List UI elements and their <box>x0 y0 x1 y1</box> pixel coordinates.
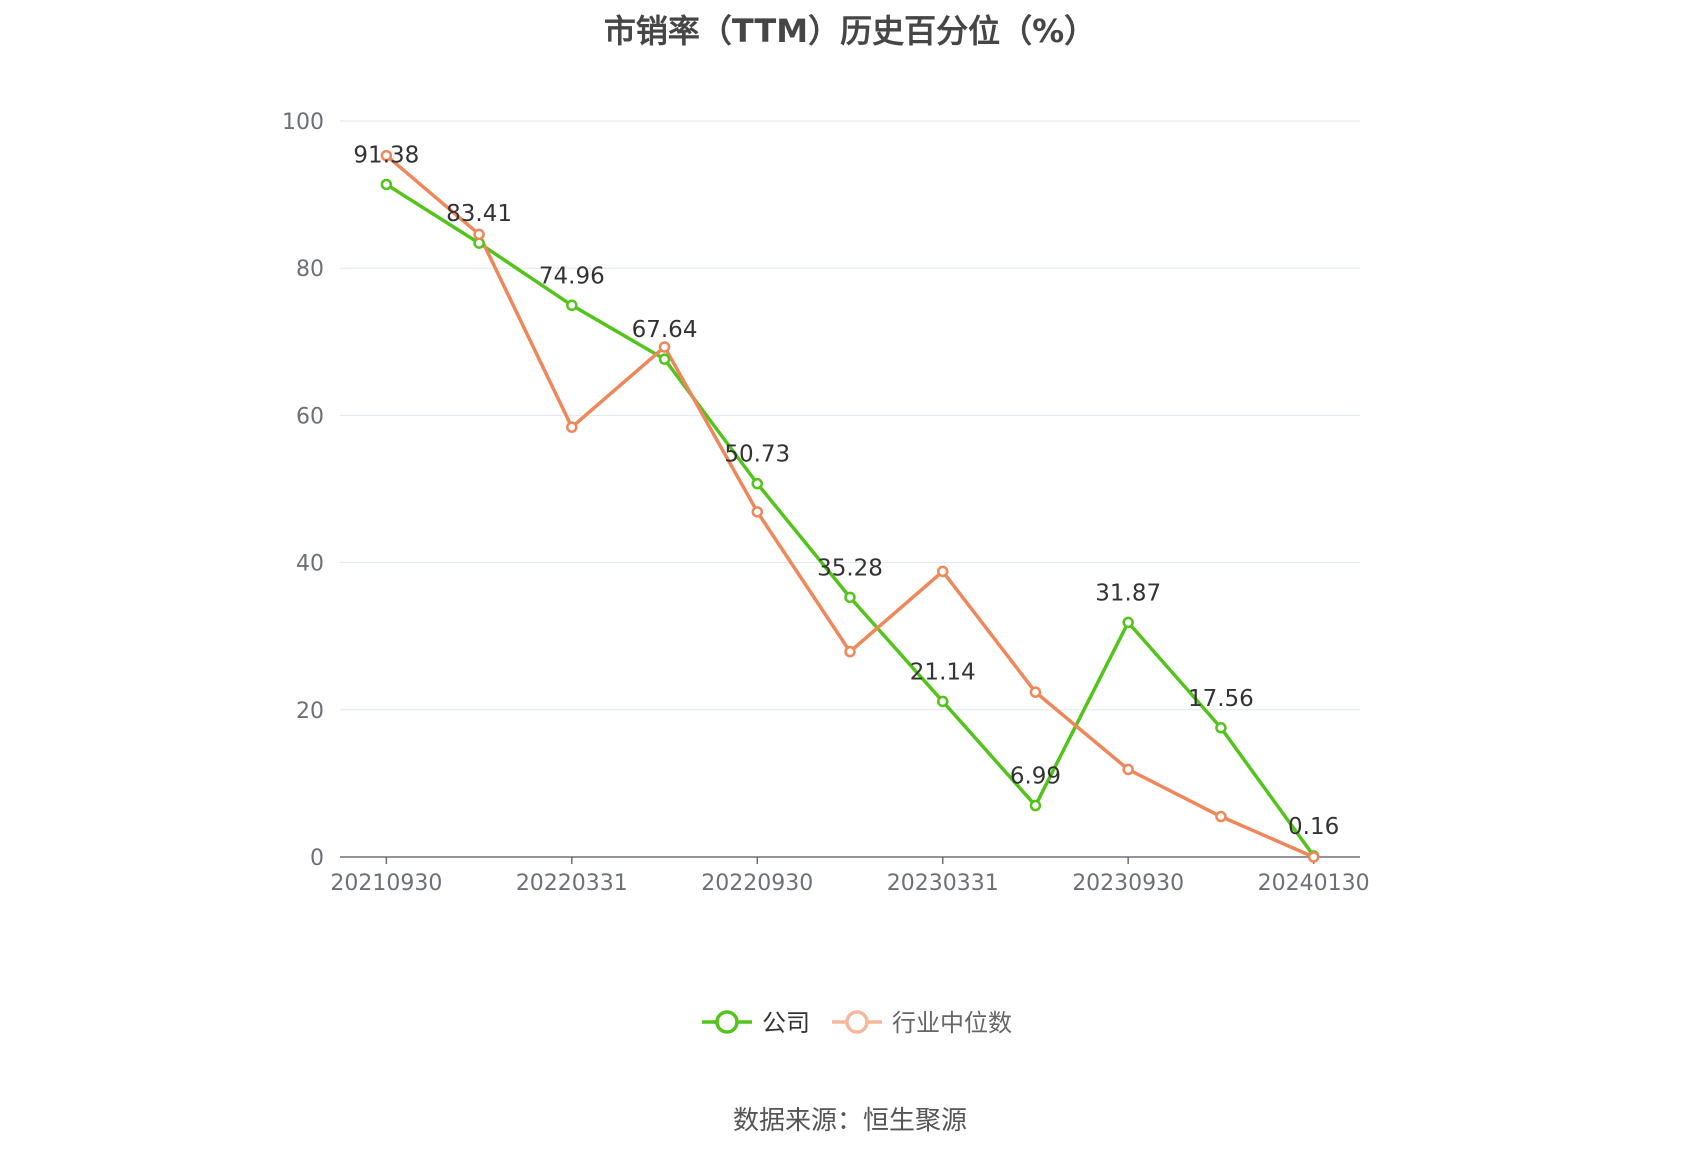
data-point-company[interactable] <box>566 299 578 312</box>
data-point-industry-median[interactable] <box>1215 810 1227 823</box>
data-point-industry-median[interactable] <box>1122 763 1134 776</box>
x-tick-label: 20230930 <box>1072 871 1184 896</box>
data-point-industry-median[interactable] <box>566 421 578 433</box>
data-label: 50.73 <box>724 442 790 468</box>
data-point-industry-median[interactable] <box>751 506 764 518</box>
series-line-company <box>385 182 1316 857</box>
y-tick-label: 100 <box>282 110 324 135</box>
data-point-industry-median[interactable] <box>658 341 671 353</box>
data-point-industry-median[interactable] <box>844 645 856 658</box>
data-label: 0.16 <box>1288 814 1339 840</box>
x-tick-label: 20240130 <box>1258 871 1370 896</box>
x-tick-label: 20230331 <box>887 871 999 896</box>
x-tick-label: 20220930 <box>701 871 813 896</box>
series-line-industry-median <box>385 154 1315 859</box>
data-point-industry-median[interactable] <box>380 149 393 162</box>
data-point-industry-median[interactable] <box>1307 851 1320 863</box>
y-tick-label: 60 <box>296 404 324 429</box>
y-axis-ticks: 0 20 40 60 80 100 <box>282 110 324 871</box>
data-point-industry-median[interactable] <box>1029 686 1042 698</box>
data-source-note: 数据来源：恒生聚源 <box>732 1106 967 1136</box>
y-tick-label: 80 <box>296 257 324 282</box>
data-label: 6.99 <box>1010 764 1061 790</box>
y-tick-label: 40 <box>296 552 324 577</box>
y-tick-label: 20 <box>296 699 324 724</box>
x-tick-label: 20210930 <box>330 871 442 896</box>
legend-label: 行业中位数 <box>892 1009 1012 1037</box>
data-labels: 91.38 83.41 74.96 67.64 50.73 35.28 21.14 6.99 3… <box>353 142 1339 839</box>
x-tick-label: 20220331 <box>516 871 628 896</box>
data-point-company[interactable] <box>844 591 856 604</box>
data-point-industry-median[interactable] <box>936 565 949 578</box>
data-point-company[interactable] <box>1122 616 1134 629</box>
grid-lines <box>340 120 1360 711</box>
data-label: 35.28 <box>817 555 883 581</box>
y-tick-label: 0 <box>310 846 324 871</box>
data-point-company[interactable] <box>936 695 949 708</box>
data-label: 67.64 <box>632 317 698 343</box>
data-label: 21.14 <box>910 659 976 685</box>
legend-label: 公司 <box>762 1009 810 1037</box>
data-label: 74.96 <box>539 263 605 289</box>
data-label: 17.56 <box>1188 686 1254 712</box>
legend-marker-icon <box>845 1010 869 1034</box>
data-label: 31.87 <box>1095 580 1161 606</box>
legend-marker-icon <box>715 1010 739 1034</box>
data-point-company[interactable] <box>751 477 764 490</box>
series-group <box>380 149 1320 863</box>
legend[interactable]: 公司 行业中位数 <box>702 1009 1012 1037</box>
legend-item-industry-median[interactable]: 行业中位数 <box>832 1009 1012 1037</box>
data-label: 91.38 <box>353 142 419 168</box>
chart-title: 市销率（TTM）历史百分位（%） <box>603 12 1097 50</box>
data-point-company[interactable] <box>1215 722 1227 734</box>
data-point-company[interactable] <box>658 353 671 365</box>
data-point-industry-median[interactable] <box>473 228 485 241</box>
legend-item-company[interactable]: 公司 <box>702 1009 810 1037</box>
data-point-company[interactable] <box>380 178 393 191</box>
data-point-company[interactable] <box>1029 799 1042 812</box>
data-label: 83.41 <box>446 201 512 227</box>
x-axis-ticks: 20210930 20220331 20220930 20230331 20230930… <box>330 857 1370 896</box>
